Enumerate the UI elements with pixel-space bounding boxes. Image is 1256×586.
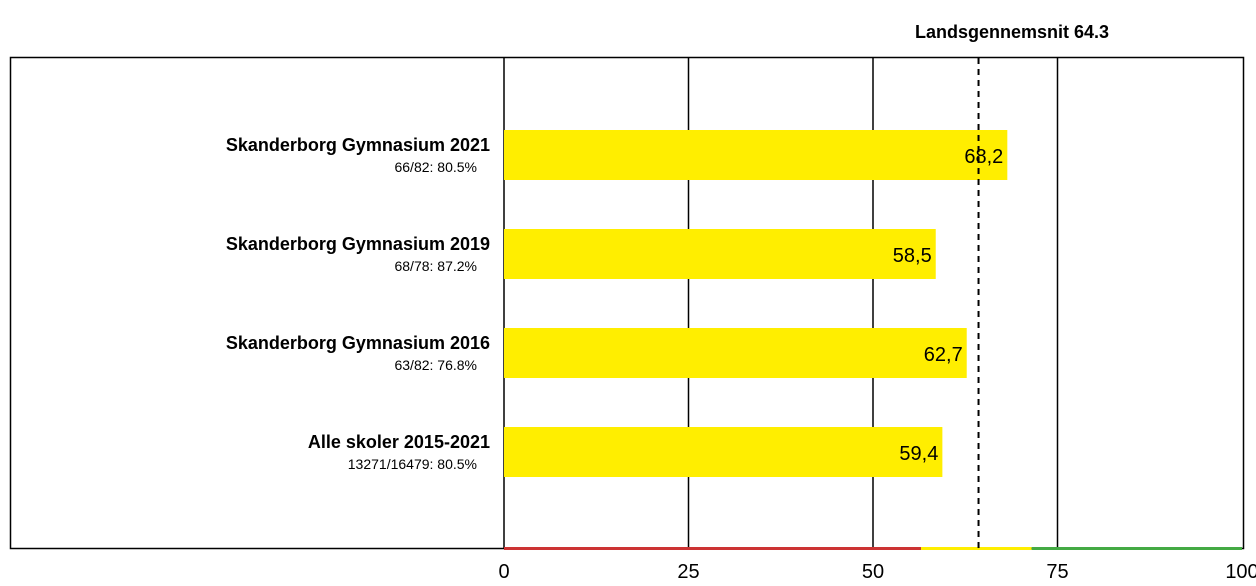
category-subtitle: 68/78: 87.2% <box>394 258 477 274</box>
category-subtitle: 66/82: 80.5% <box>394 159 477 175</box>
category-labels: Skanderborg Gymnasium 2021 66/82: 80.5% Sk… <box>226 135 490 472</box>
bar-1 <box>504 229 936 279</box>
bars: 68,2 58,5 62,7 59,4 <box>504 130 1008 477</box>
category-subtitle: 13271/16479: 80.5% <box>348 456 477 472</box>
x-tick-label: 100 <box>1225 561 1256 581</box>
x-tick-label: 0 <box>498 561 509 581</box>
x-tick-labels: 0 25 50 75 100 <box>498 561 1256 583</box>
bar-value-label: 59,4 <box>899 443 938 465</box>
category-name: Alle skoler 2015-2021 <box>308 432 490 452</box>
category-name: Skanderborg Gymnasium 2019 <box>226 234 490 254</box>
zone-segment-2 <box>1031 547 1242 550</box>
reference-line-group: Landsgennemsnit 64.3 <box>915 22 1109 548</box>
zone-segment-1 <box>920 547 1032 550</box>
x-tick-label: 75 <box>1046 561 1068 581</box>
category-name: Skanderborg Gymnasium 2016 <box>226 333 490 353</box>
category-name: Skanderborg Gymnasium 2021 <box>226 135 490 155</box>
zone-segment-0 <box>504 547 921 550</box>
bar-2 <box>504 328 967 378</box>
bar-3 <box>504 427 943 477</box>
reference-line-label: Landsgennemsnit 64.3 <box>915 22 1109 42</box>
bar-value-label: 58,5 <box>893 245 932 267</box>
zone-strip <box>504 547 1242 550</box>
bar-value-label: 62,7 <box>924 344 963 366</box>
bar-value-label: 68,2 <box>964 146 1003 168</box>
x-tick-label: 50 <box>862 561 884 581</box>
x-tick-label: 25 <box>677 561 699 581</box>
category-subtitle: 63/82: 76.8% <box>394 357 477 373</box>
bar-0 <box>504 130 1008 180</box>
